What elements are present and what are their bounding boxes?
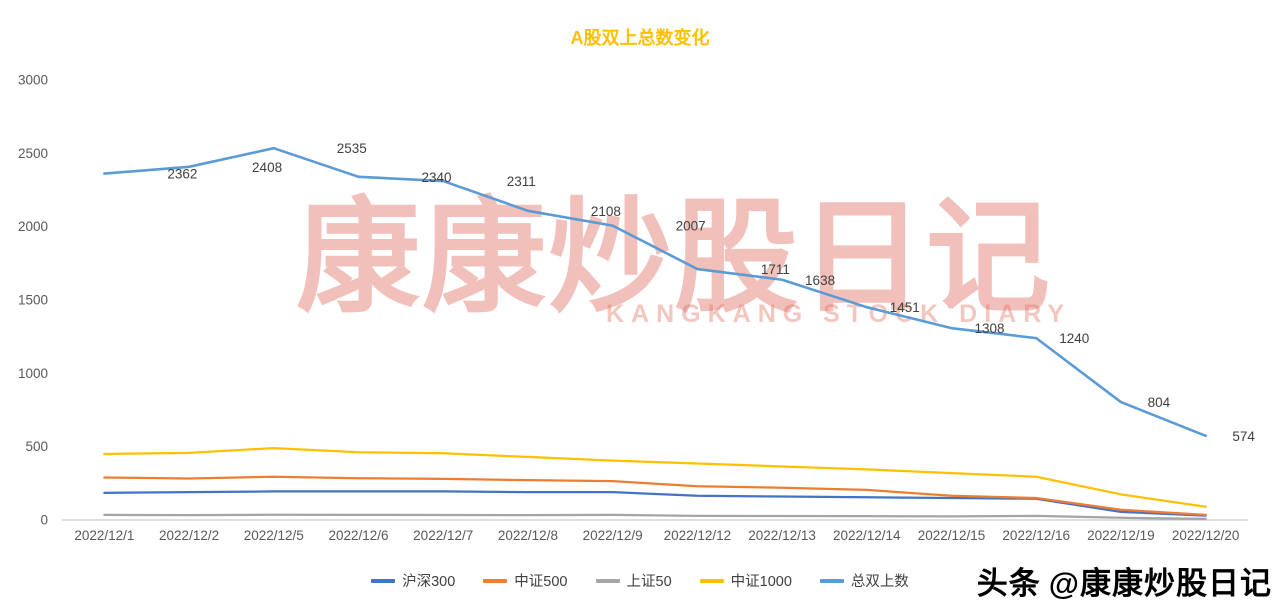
x-axis-tick-label: 2022/12/12 [664,528,732,543]
data-label: 574 [1232,429,1255,444]
y-axis-tick-label: 1000 [18,366,48,381]
data-label: 1638 [805,273,835,288]
legend-swatch [819,578,844,583]
legend-item-沪深300: 沪深300 [371,570,455,591]
x-axis-tick-label: 2022/12/8 [498,528,558,543]
legend-label: 中证1000 [730,574,792,590]
legend-item-上证50: 上证50 [595,570,672,591]
legend-swatch [371,578,396,583]
data-label: 1308 [974,321,1004,336]
byline: 头条 @康康炒股日记 [977,558,1272,603]
chart-legend: 沪深300 中证500 上证50 中证1000 总双上数 [0,570,1280,591]
series-line-上证50 [103,513,1207,520]
x-axis-tick-label: 2022/12/7 [413,528,473,543]
series-line-中证500 [103,475,1207,516]
series-line-中证1000 [103,447,1207,508]
x-axis-tick-label: 2022/12/19 [1087,528,1155,543]
data-label: 2311 [507,174,536,189]
data-label: 2108 [591,204,621,219]
data-label: 1240 [1059,331,1089,346]
data-label: 1711 [761,262,790,277]
toutiao-brand-label: 头条 [976,566,1041,601]
x-axis-tick-label: 2022/12/1 [74,528,134,543]
x-axis-tick-label: 2022/12/16 [1002,528,1070,543]
data-label: 2362 [167,167,197,182]
data-label: 2408 [252,160,282,175]
legend-swatch [483,578,508,583]
series-line-总双上数 [103,146,1207,438]
x-axis-tick-label: 2022/12/14 [833,528,901,543]
legend-swatch [699,578,724,583]
data-label: 804 [1148,395,1171,410]
x-axis-tick-label: 2022/12/13 [748,528,816,543]
y-axis-tick-label: 0 [40,513,48,528]
y-axis-tick-label: 2500 [18,146,48,161]
x-axis-tick-label: 2022/12/20 [1172,528,1240,543]
legend-swatch [595,578,620,583]
data-label: 2007 [676,219,706,234]
byline-handle: @康康炒股日记 [1048,566,1272,601]
data-label: 2535 [337,141,367,156]
x-axis-tick-label: 2022/12/5 [244,528,304,543]
x-axis-tick-label: 2022/12/2 [159,528,219,543]
y-axis-tick-label: 1500 [18,293,48,308]
y-axis-tick-label: 500 [25,439,48,454]
x-axis-tick-label: 2022/12/15 [918,528,986,543]
y-axis-tick-label: 2000 [18,219,48,234]
data-label: 2340 [421,170,451,185]
legend-label: 上证50 [626,574,672,590]
legend-label: 总双上数 [850,574,909,590]
legend-label: 中证500 [514,574,568,590]
legend-label: 沪深300 [402,574,456,590]
legend-item-中证1000: 中证1000 [699,570,792,591]
series-line-沪深300 [103,490,1207,517]
chart-title: A股双上总数变化 [570,28,710,48]
y-axis-tick-label: 3000 [18,73,48,88]
data-label: 1451 [890,300,920,315]
legend-item-总双上数: 总双上数 [819,570,909,591]
x-axis-tick-label: 2022/12/6 [328,528,388,543]
x-axis-tick-label: 2022/12/9 [583,528,643,543]
legend-item-中证500: 中证500 [483,570,568,591]
